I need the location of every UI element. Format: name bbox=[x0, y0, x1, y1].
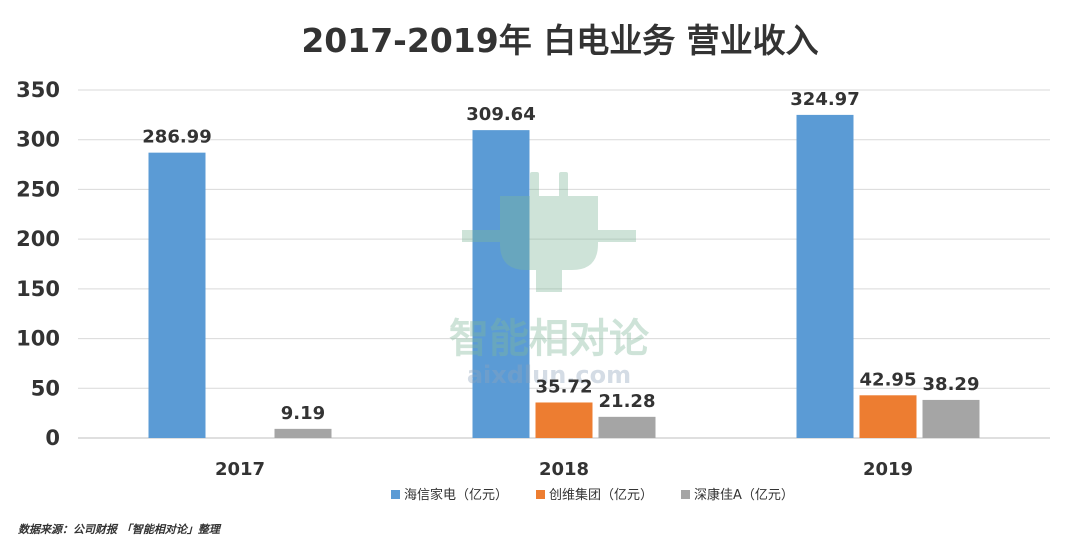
data-label: 309.64 bbox=[466, 104, 535, 125]
bar bbox=[859, 395, 917, 438]
data-label: 9.19 bbox=[281, 403, 325, 424]
watermark: 智能相对论 aixdlun.com bbox=[449, 172, 650, 389]
y-tick-label: 300 bbox=[16, 128, 60, 152]
grid-lines bbox=[78, 89, 1050, 439]
legend-swatch bbox=[391, 490, 400, 499]
legend-swatch bbox=[681, 490, 690, 499]
bar bbox=[148, 152, 206, 438]
chart-title: 2017-2019年 白电业务 营业收入 bbox=[301, 21, 818, 60]
data-label: 286.99 bbox=[142, 127, 211, 148]
watermark-site: aixdlun.com bbox=[467, 361, 631, 389]
bar bbox=[274, 428, 332, 438]
y-tick-label: 350 bbox=[16, 78, 60, 102]
data-labels: 286.99 9.19 309.64 35.72 21.28 324.97 42.95 38.… bbox=[142, 89, 979, 424]
plug-icon bbox=[462, 172, 636, 292]
data-label: 38.29 bbox=[923, 374, 980, 395]
legend: 海信家电（亿元） 创维集团（亿元） 深康佳A（亿元） bbox=[391, 487, 794, 503]
data-label: 21.28 bbox=[599, 391, 656, 412]
x-tick-label: 2017 bbox=[215, 459, 265, 480]
legend-label: 海信家电（亿元） bbox=[404, 487, 508, 503]
y-tick-label: 100 bbox=[16, 327, 60, 351]
y-axis: 0 50 100 150 200 250 300 350 bbox=[16, 78, 60, 450]
data-label: 35.72 bbox=[536, 376, 593, 397]
x-tick-label: 2018 bbox=[539, 459, 589, 480]
watermark-brand: 智能相对论 bbox=[449, 316, 650, 362]
legend-label: 创维集团（亿元） bbox=[549, 487, 653, 503]
bar bbox=[472, 130, 530, 438]
legend-swatch bbox=[536, 490, 545, 499]
data-label: 324.97 bbox=[790, 89, 859, 110]
y-tick-label: 50 bbox=[31, 376, 60, 400]
y-tick-label: 200 bbox=[16, 227, 60, 251]
y-tick-label: 150 bbox=[16, 277, 60, 301]
source-note: 数据来源：公司财报 「智能相对论」整理 bbox=[18, 523, 222, 536]
y-tick-label: 0 bbox=[45, 426, 60, 450]
bar bbox=[535, 402, 593, 438]
x-tick-label: 2019 bbox=[863, 459, 913, 480]
bar bbox=[598, 416, 656, 438]
bar bbox=[922, 399, 980, 438]
bar bbox=[796, 114, 854, 439]
bars bbox=[148, 114, 980, 439]
y-tick-label: 250 bbox=[16, 177, 60, 201]
legend-label: 深康佳A（亿元） bbox=[694, 487, 794, 503]
data-label: 42.95 bbox=[860, 369, 917, 390]
x-axis: 2017 2018 2019 bbox=[215, 459, 913, 480]
